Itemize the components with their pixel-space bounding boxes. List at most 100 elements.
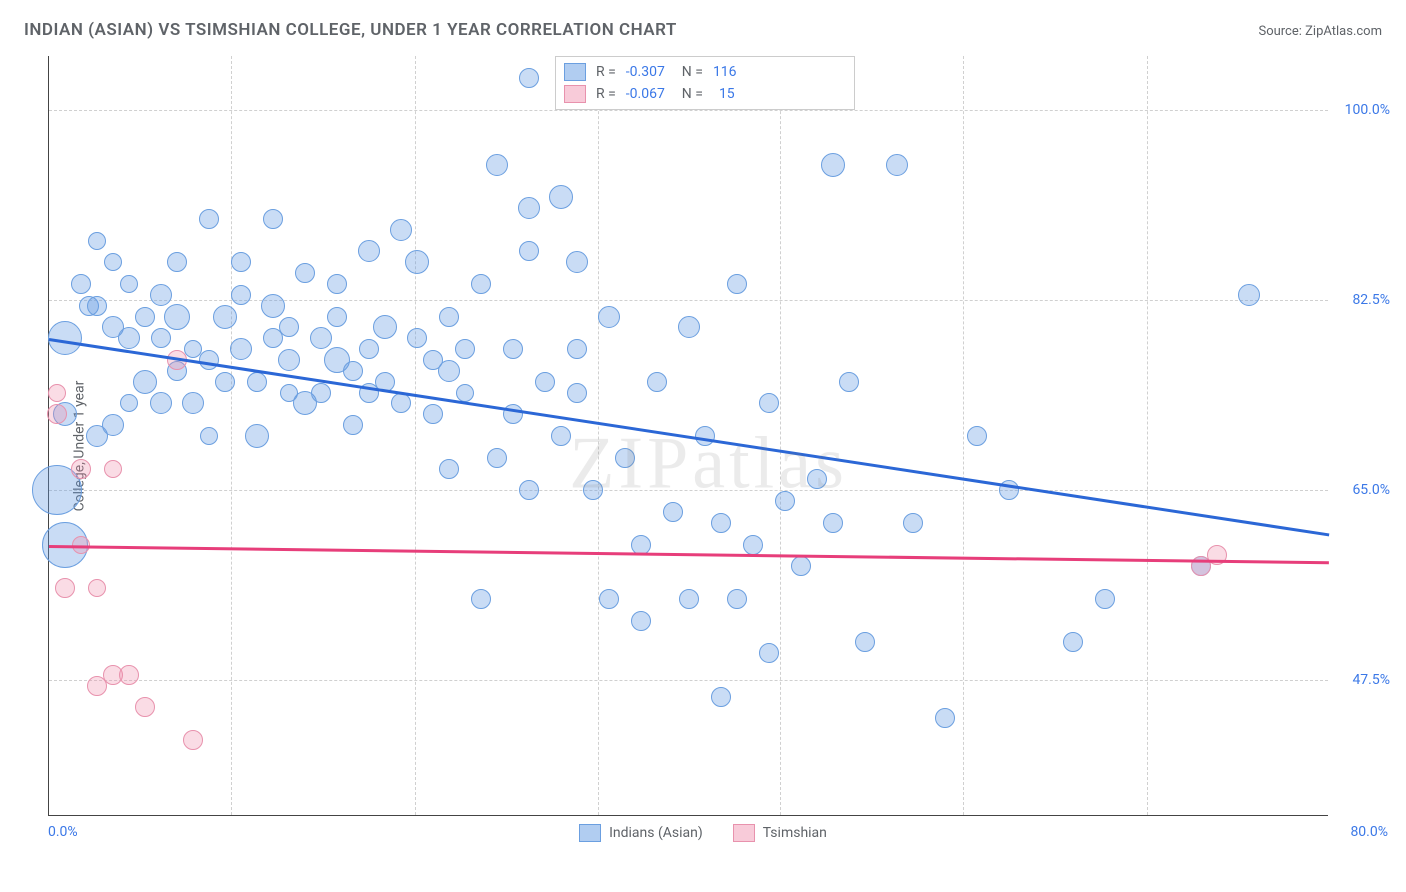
- data-point: [48, 384, 66, 402]
- source-attribution: Source: ZipAtlas.com: [1258, 24, 1382, 39]
- grid-line-v: [780, 56, 781, 815]
- legend-n-label: N =: [675, 64, 703, 80]
- data-point: [390, 219, 412, 241]
- data-point: [135, 697, 155, 717]
- data-point: [935, 708, 955, 728]
- data-point: [167, 361, 187, 381]
- data-point: [678, 316, 700, 338]
- data-point: [183, 730, 203, 750]
- data-point: [135, 307, 155, 327]
- legend-swatch-icon: [733, 824, 755, 842]
- data-point: [88, 579, 106, 597]
- data-point: [164, 304, 190, 330]
- data-point: [743, 535, 763, 555]
- data-point: [886, 154, 908, 176]
- data-point: [439, 307, 459, 327]
- data-point: [245, 424, 269, 448]
- data-point: [213, 305, 237, 329]
- legend-label-a: Indians (Asian): [609, 825, 703, 841]
- data-point: [53, 402, 77, 426]
- data-point: [471, 589, 491, 609]
- grid-line-h: [49, 680, 1328, 681]
- data-point: [167, 252, 187, 272]
- data-point: [405, 250, 429, 274]
- chart-title: INDIAN (ASIAN) VS TSIMSHIAN COLLEGE, UND…: [24, 20, 677, 40]
- data-point: [151, 328, 171, 348]
- data-point: [759, 393, 779, 413]
- data-point: [120, 275, 138, 293]
- grid-line-v: [598, 56, 599, 815]
- data-point: [87, 296, 107, 316]
- legend-swatch-icon: [579, 824, 601, 842]
- data-point: [1095, 589, 1115, 609]
- data-point: [104, 460, 122, 478]
- grid-line-v: [1147, 56, 1148, 815]
- legend-item-b: Tsimshian: [733, 824, 827, 842]
- grid-line-v: [415, 56, 416, 815]
- data-point: [182, 392, 204, 414]
- data-point: [775, 491, 795, 511]
- grid-line-h: [49, 110, 1328, 111]
- data-point: [103, 665, 123, 685]
- data-point: [631, 611, 651, 631]
- legend-row-a: R = -0.307 N = 116: [564, 61, 846, 83]
- correlation-legend: R = -0.307 N = 116 R = -0.067 N = 15: [555, 56, 855, 110]
- legend-n-value-a: 116: [713, 64, 737, 80]
- data-point: [199, 209, 219, 229]
- data-point: [455, 339, 475, 359]
- data-point: [104, 253, 122, 271]
- data-point: [359, 339, 379, 359]
- data-point: [327, 274, 347, 294]
- data-point: [423, 350, 443, 370]
- data-point: [1238, 284, 1260, 306]
- data-point: [55, 578, 75, 598]
- data-point: [487, 448, 507, 468]
- legend-row-b: R = -0.067 N = 15: [564, 83, 846, 105]
- data-point: [391, 393, 411, 413]
- data-point: [566, 251, 588, 273]
- data-point: [79, 296, 99, 316]
- data-point: [199, 350, 219, 370]
- data-point: [343, 361, 363, 381]
- data-point: [549, 185, 573, 209]
- legend-label-b: Tsimshian: [763, 825, 827, 841]
- data-point: [567, 339, 587, 359]
- data-point: [823, 513, 843, 533]
- data-point: [102, 316, 124, 338]
- data-point: [551, 426, 571, 446]
- data-point: [503, 339, 523, 359]
- data-point: [407, 328, 427, 348]
- data-point: [967, 426, 987, 446]
- data-point: [679, 589, 699, 609]
- data-point: [759, 643, 779, 663]
- data-point: [310, 327, 332, 349]
- data-point: [280, 384, 298, 402]
- data-point: [133, 370, 157, 394]
- data-point: [456, 384, 474, 402]
- grid-line-h: [49, 300, 1328, 301]
- data-point: [711, 513, 731, 533]
- y-tick-label: 100.0%: [1334, 102, 1390, 118]
- data-point: [311, 383, 331, 403]
- data-point: [120, 394, 138, 412]
- data-point: [263, 328, 283, 348]
- legend-n-label: N =: [675, 86, 703, 102]
- data-point: [200, 427, 218, 445]
- data-point: [293, 391, 317, 415]
- data-point: [423, 404, 443, 424]
- data-point: [278, 349, 300, 371]
- y-tick-label: 47.5%: [1334, 672, 1390, 688]
- data-point: [647, 372, 667, 392]
- legend-r-value-a: -0.307: [626, 64, 665, 80]
- data-point: [71, 274, 91, 294]
- data-point: [373, 315, 397, 339]
- y-tick-label: 65.0%: [1334, 482, 1390, 498]
- data-point: [519, 241, 539, 261]
- data-point: [231, 285, 251, 305]
- legend-swatch-b: [564, 85, 586, 103]
- trend-line: [49, 545, 1329, 564]
- data-point: [119, 665, 139, 685]
- grid-line-v: [963, 56, 964, 815]
- data-point: [150, 392, 172, 414]
- data-point: [263, 209, 283, 229]
